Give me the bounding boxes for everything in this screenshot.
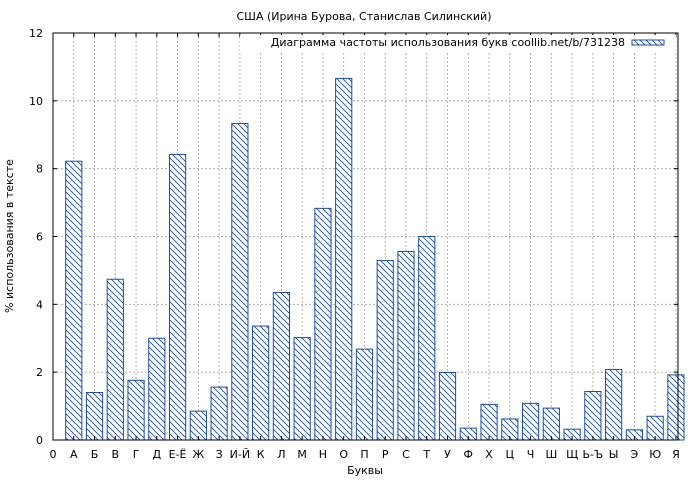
x-tick-label: К [257, 448, 265, 461]
bar [314, 207, 332, 441]
legend-background [240, 35, 676, 52]
x-tick-label: И-Й [230, 448, 250, 461]
y-axis-label: % использования в тексте [3, 159, 16, 313]
bar [355, 348, 374, 441]
bar [480, 403, 498, 441]
x-tick-label: П [360, 448, 368, 461]
bar [542, 407, 560, 441]
x-tick-label: Р [382, 448, 389, 461]
x-tick-label: Х [485, 448, 493, 461]
bar [65, 160, 83, 441]
bar [397, 250, 415, 441]
x-tick-label: М [297, 448, 307, 461]
x-tick-labels: 0 А Б В Г Д Е-Ё Ж З И-Й К Л М Н О П Р С Т У Ф Х Ц Ч Ш Щ Ь-Ъ Ы Э Ю Я [50, 448, 680, 461]
x-tick-label: Ю [649, 448, 661, 461]
y-tick-labels: 0 2 4 6 8 10 12 [29, 27, 43, 447]
x-tick-label: Д [153, 448, 162, 461]
bars-group [65, 77, 685, 441]
bar [189, 410, 207, 441]
bar [521, 402, 540, 441]
legend-swatch [631, 39, 665, 46]
bar [667, 374, 685, 441]
x-tick-label: Н [319, 448, 327, 461]
bar [605, 368, 623, 441]
x-tick-label: С [402, 448, 410, 461]
bar [127, 379, 145, 441]
bar [376, 260, 394, 441]
bar [418, 236, 436, 441]
bar [231, 123, 249, 441]
x-tick-label: В [112, 448, 120, 461]
axis-ticks [53, 32, 678, 441]
x-tick-label: З [216, 448, 223, 461]
chart-title: США (Ирина Бурова, Станислав Силинский) [237, 10, 492, 23]
bar [85, 392, 104, 441]
x-tick-label: Ь-Ъ [583, 448, 604, 461]
y-tick-label: 10 [29, 95, 43, 108]
x-tick-label: Г [133, 448, 140, 461]
x-tick-label: Т [422, 448, 430, 461]
x-tick-label: О [339, 448, 348, 461]
legend: Диаграмма частоты использования букв coo… [240, 35, 676, 52]
bar [252, 325, 270, 441]
x-tick-label: 0 [50, 448, 57, 461]
bar [210, 386, 228, 441]
x-tick-label: Ф [464, 448, 473, 461]
x-tick-label: Щ [566, 448, 578, 461]
x-tick-label: У [444, 448, 451, 461]
bar [293, 337, 311, 441]
y-tick-label: 12 [29, 27, 43, 40]
y-tick-label: 8 [36, 163, 43, 176]
x-tick-label: Ц [506, 448, 515, 461]
bar [106, 278, 124, 441]
x-axis-label: Буквы [347, 464, 383, 477]
y-tick-label: 0 [36, 434, 43, 447]
x-tick-label: Ш [545, 448, 557, 461]
x-tick-label: Ы [609, 448, 619, 461]
bar [335, 77, 353, 441]
x-tick-label: Я [672, 448, 680, 461]
x-tick-label: Э [631, 448, 639, 461]
x-tick-label: Е-Ё [169, 448, 187, 461]
x-tick-label: Ж [192, 448, 204, 461]
bar [438, 372, 457, 441]
x-tick-label: Б [91, 448, 99, 461]
bar [272, 291, 291, 441]
bar [584, 390, 602, 441]
bar [148, 337, 166, 441]
legend-label: Диаграмма частоты использования букв coo… [271, 36, 625, 49]
x-tick-label: Ч [527, 448, 535, 461]
y-tick-label: 2 [36, 366, 43, 379]
x-tick-label: Л [277, 448, 285, 461]
x-tick-label: А [70, 448, 78, 461]
y-tick-label: 4 [36, 298, 43, 311]
bar [168, 153, 187, 441]
y-tick-label: 6 [36, 231, 43, 244]
